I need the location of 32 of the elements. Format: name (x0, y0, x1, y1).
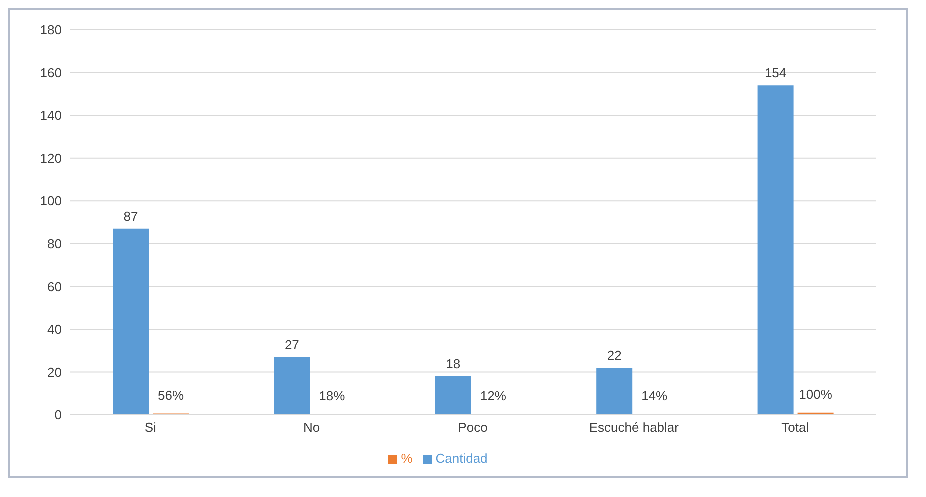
bar (113, 228, 149, 415)
x-tick-label: Total (782, 420, 810, 436)
legend-label: Cantidad (436, 451, 488, 466)
data-label: 14% (642, 388, 668, 404)
y-tick-label: 0 (54, 408, 62, 423)
bar (435, 376, 472, 415)
data-label: 12% (480, 388, 507, 404)
data-label: 56% (158, 388, 184, 403)
data-label: 18 (446, 356, 461, 372)
data-label: 87 (124, 208, 138, 224)
y-tick-label: 140 (40, 108, 62, 124)
data-label: 154 (764, 66, 787, 81)
y-tick-label: 80 (48, 236, 62, 252)
bar (596, 368, 633, 415)
data-label: 18% (319, 388, 346, 404)
y-tick-label: 60 (48, 279, 62, 294)
x-tick-label: Escuché hablar (589, 420, 680, 436)
y-tick-label: 180 (40, 22, 62, 38)
bar (274, 357, 310, 415)
y-tick-label: 100 (40, 194, 62, 209)
x-tick-label: Poco (458, 420, 488, 436)
x-tick-label: No (303, 420, 320, 436)
y-tick-label: 120 (40, 150, 62, 166)
x-tick-label: Si (144, 420, 156, 436)
data-label: 27 (284, 337, 300, 352)
bar (758, 86, 794, 415)
y-tick-label: 40 (48, 322, 62, 338)
y-tick-label: 160 (40, 65, 62, 80)
legend-label: % (401, 451, 413, 466)
y-tick-label: 20 (48, 364, 62, 380)
data-label: 22 (607, 348, 622, 363)
data-label: 100% (799, 386, 833, 402)
